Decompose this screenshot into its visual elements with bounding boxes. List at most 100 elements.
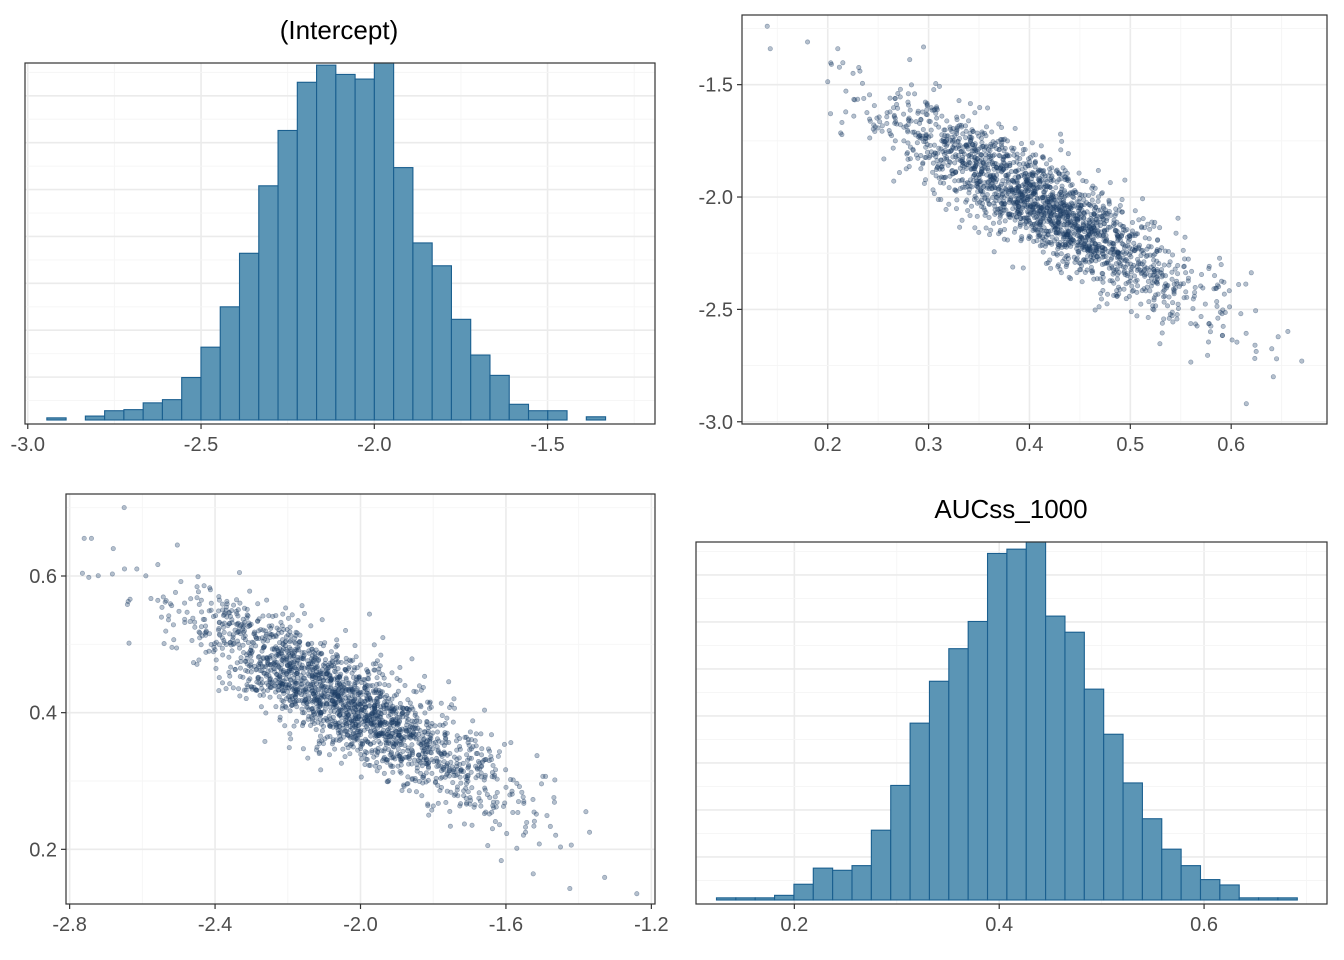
scatter-point	[1047, 166, 1053, 172]
scatter-point	[977, 105, 983, 111]
scatter-point	[306, 650, 312, 656]
scatter-point	[1022, 191, 1028, 197]
scatter-point	[963, 166, 969, 172]
scatter-point	[1053, 185, 1059, 191]
scatter-point	[216, 642, 222, 648]
scatter-point	[1178, 281, 1184, 287]
scatter-point	[302, 689, 308, 695]
scatter-point	[1089, 251, 1095, 257]
scatter-point	[933, 150, 939, 156]
scatter-point	[946, 159, 952, 165]
scatter-point	[1135, 283, 1141, 289]
scatter-point	[397, 700, 403, 706]
scatter-point	[1013, 193, 1019, 199]
scatter-point	[1134, 289, 1140, 295]
scatter-point	[342, 754, 348, 760]
scatter-point	[1066, 206, 1072, 212]
scatter-point	[1015, 207, 1021, 213]
scatter-point	[367, 696, 373, 702]
scatter-point	[1182, 256, 1188, 262]
scatter-point	[1052, 224, 1058, 230]
scatter-point	[1086, 192, 1092, 198]
scatter-point	[199, 609, 205, 615]
scatter-point	[1148, 244, 1154, 250]
scatter-point	[1046, 202, 1052, 208]
scatter-point	[839, 132, 845, 138]
scatter-point	[859, 80, 865, 86]
scatter-point	[400, 748, 406, 754]
scatter-point	[1099, 245, 1105, 251]
scatter-point	[263, 710, 269, 716]
scatter-point	[990, 162, 996, 168]
scatter-point	[947, 149, 953, 155]
scatter-point	[345, 700, 351, 706]
scatter-point	[1087, 248, 1093, 254]
scatter-point	[1009, 178, 1015, 184]
scatter-point	[1048, 214, 1054, 220]
scatter-point	[476, 790, 482, 796]
scatter-point	[404, 728, 410, 734]
scatter-point	[464, 801, 470, 807]
scatter-point	[996, 152, 1002, 158]
scatter-point	[918, 166, 924, 172]
scatter-point	[488, 757, 494, 763]
scatter-point	[970, 141, 976, 147]
scatter-point	[974, 181, 980, 187]
scatter-point	[256, 628, 262, 634]
scatter-point	[1100, 216, 1106, 222]
scatter-point	[979, 129, 985, 135]
scatter-point	[1065, 232, 1071, 238]
scatter-point	[1050, 224, 1056, 230]
scatter-point	[1091, 207, 1097, 213]
scatter-point	[961, 151, 967, 157]
scatter-point	[1041, 225, 1047, 231]
scatter-point	[1035, 196, 1041, 202]
scatter-point	[1056, 191, 1062, 197]
histogram-bar	[1161, 848, 1182, 901]
scatter-point	[314, 697, 320, 703]
scatter-point	[446, 773, 452, 779]
scatter-point	[279, 657, 285, 663]
scatter-point	[1108, 256, 1114, 262]
scatter-point	[940, 136, 946, 142]
scatter-point	[444, 715, 450, 721]
scatter-point	[276, 627, 282, 633]
scatter-point	[1099, 261, 1105, 267]
scatter-point	[1055, 242, 1061, 248]
scatter-point	[1106, 197, 1112, 203]
scatter-point	[1078, 234, 1084, 240]
scatter-point	[188, 596, 194, 602]
scatter-point	[917, 135, 923, 141]
scatter-point	[308, 623, 314, 629]
scatter-point	[1073, 189, 1079, 195]
scatter-point	[1002, 145, 1008, 151]
scatter-point	[1034, 203, 1040, 209]
scatter-point	[1138, 301, 1144, 307]
scatter-point	[1075, 242, 1081, 248]
scatter-point	[1091, 224, 1097, 230]
scatter-point	[1028, 182, 1034, 188]
scatter-point	[1024, 174, 1030, 180]
scatter-point	[877, 119, 883, 125]
scatter-point	[1086, 232, 1092, 238]
scatter-point	[378, 714, 384, 720]
scatter-point	[1048, 175, 1054, 181]
scatter-point	[999, 210, 1005, 216]
scatter-point	[767, 46, 773, 52]
scatter-point	[1034, 195, 1040, 201]
scatter-point	[971, 197, 977, 203]
scatter-point	[989, 185, 995, 191]
scatter-point	[1031, 221, 1037, 227]
histogram-bar	[412, 242, 433, 421]
scatter-point	[1079, 279, 1085, 285]
scatter-point	[1084, 209, 1090, 215]
scatter-point	[1061, 194, 1067, 200]
scatter-point	[1066, 209, 1072, 215]
scatter-point	[1013, 185, 1019, 191]
scatter-point	[1095, 246, 1101, 252]
scatter-point	[1097, 207, 1103, 213]
scatter-point	[993, 210, 999, 216]
scatter-point	[1079, 226, 1085, 232]
scatter-point	[385, 727, 391, 733]
scatter-point	[1057, 229, 1063, 235]
